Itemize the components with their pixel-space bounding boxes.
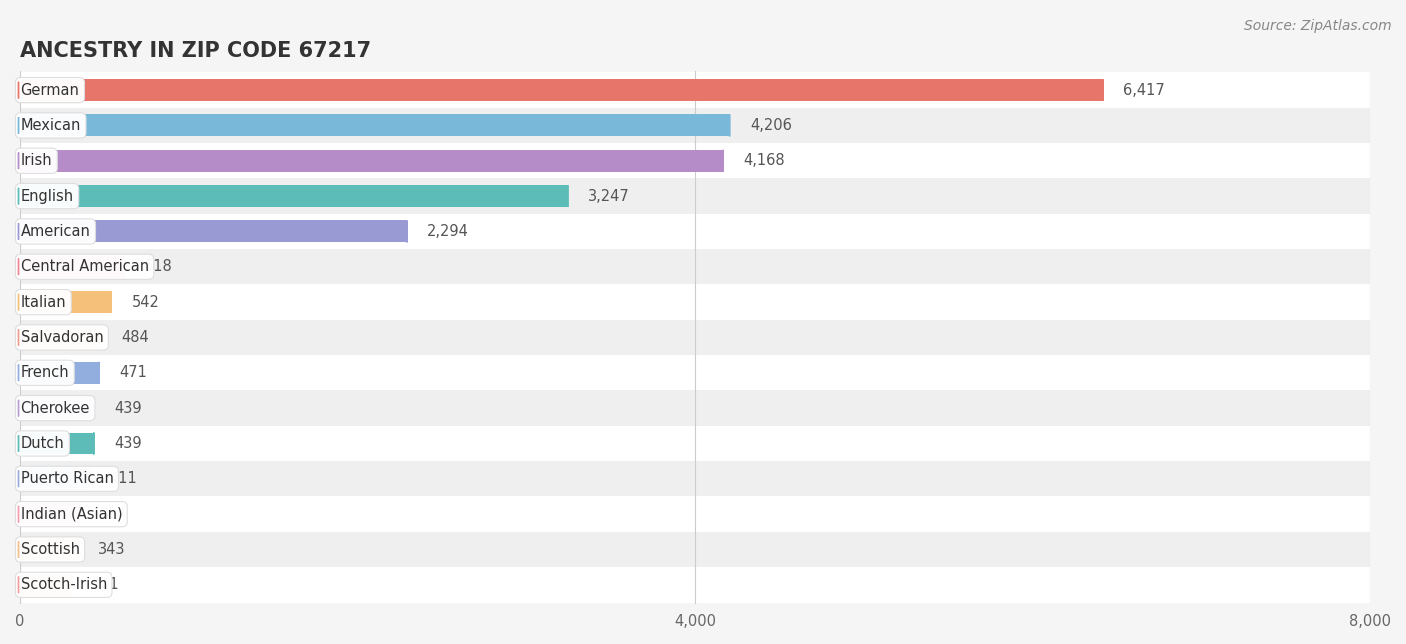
Bar bbox=[20, 185, 568, 207]
Text: French: French bbox=[21, 365, 69, 381]
Bar bbox=[20, 291, 111, 313]
Text: 439: 439 bbox=[114, 436, 142, 451]
Text: 3,247: 3,247 bbox=[588, 189, 630, 204]
Bar bbox=[20, 115, 730, 137]
Bar bbox=[20, 567, 1369, 603]
Bar bbox=[20, 426, 1369, 461]
Text: 4,168: 4,168 bbox=[744, 153, 785, 168]
Text: Scotch-Irish: Scotch-Irish bbox=[21, 577, 107, 592]
Bar bbox=[20, 574, 72, 596]
Bar bbox=[20, 397, 94, 419]
Bar bbox=[20, 178, 1369, 214]
Bar bbox=[20, 79, 1102, 101]
Bar bbox=[20, 355, 1369, 390]
Bar bbox=[20, 461, 1369, 497]
Text: Irish: Irish bbox=[21, 153, 52, 168]
Text: 311: 311 bbox=[93, 577, 120, 592]
Text: Cherokee: Cherokee bbox=[21, 401, 90, 415]
Bar bbox=[20, 538, 77, 560]
Bar bbox=[20, 362, 100, 384]
Text: 484: 484 bbox=[122, 330, 149, 345]
Bar bbox=[20, 108, 1369, 143]
Text: Mexican: Mexican bbox=[21, 118, 82, 133]
Text: 354: 354 bbox=[100, 507, 128, 522]
Bar bbox=[20, 220, 406, 242]
Bar bbox=[20, 249, 1369, 285]
Bar bbox=[20, 285, 1369, 320]
Text: 471: 471 bbox=[120, 365, 148, 381]
Text: 411: 411 bbox=[110, 471, 136, 486]
Text: Indian (Asian): Indian (Asian) bbox=[21, 507, 122, 522]
Text: American: American bbox=[21, 224, 90, 239]
Bar bbox=[20, 143, 1369, 178]
Bar bbox=[20, 497, 1369, 532]
Text: Central American: Central American bbox=[21, 260, 149, 274]
Text: Puerto Rican: Puerto Rican bbox=[21, 471, 114, 486]
Bar bbox=[20, 256, 124, 278]
Bar bbox=[20, 150, 723, 172]
Bar bbox=[20, 433, 94, 455]
Bar bbox=[20, 72, 1369, 108]
Text: Italian: Italian bbox=[21, 294, 66, 310]
Bar bbox=[20, 468, 89, 490]
Text: Dutch: Dutch bbox=[21, 436, 65, 451]
Bar bbox=[20, 503, 79, 525]
Text: 542: 542 bbox=[131, 294, 159, 310]
Bar bbox=[20, 532, 1369, 567]
Text: Salvadoran: Salvadoran bbox=[21, 330, 103, 345]
Text: 2,294: 2,294 bbox=[427, 224, 470, 239]
Text: 6,417: 6,417 bbox=[1123, 82, 1164, 98]
Text: ANCESTRY IN ZIP CODE 67217: ANCESTRY IN ZIP CODE 67217 bbox=[20, 41, 371, 61]
Text: 618: 618 bbox=[145, 260, 172, 274]
Bar bbox=[20, 390, 1369, 426]
Bar bbox=[20, 320, 1369, 355]
Text: 343: 343 bbox=[98, 542, 125, 557]
Text: English: English bbox=[21, 189, 73, 204]
Bar bbox=[20, 327, 101, 348]
Bar bbox=[20, 214, 1369, 249]
Text: Source: ZipAtlas.com: Source: ZipAtlas.com bbox=[1244, 19, 1392, 33]
Text: German: German bbox=[21, 82, 79, 98]
Text: 439: 439 bbox=[114, 401, 142, 415]
Text: 4,206: 4,206 bbox=[749, 118, 792, 133]
Text: Scottish: Scottish bbox=[21, 542, 80, 557]
